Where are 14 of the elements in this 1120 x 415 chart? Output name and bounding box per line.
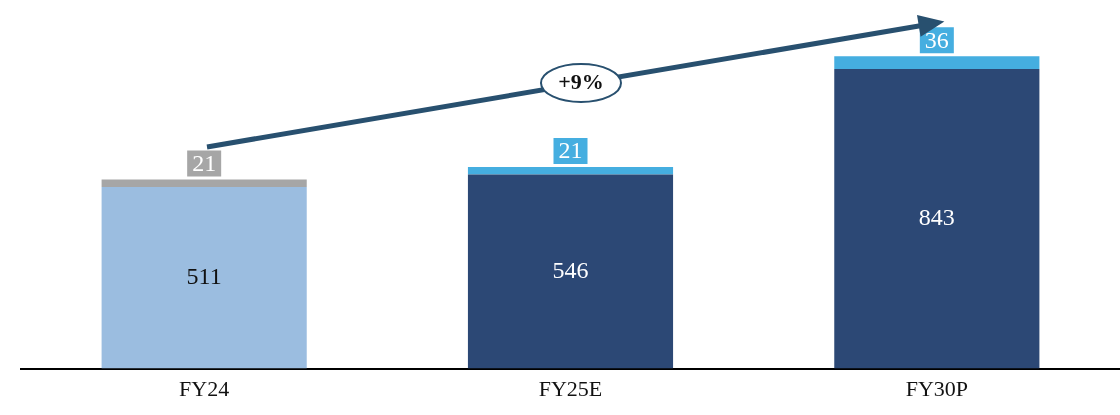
data-label: 546 bbox=[552, 256, 589, 283]
bar bbox=[834, 69, 1040, 369]
bar bbox=[467, 167, 674, 175]
bar bbox=[467, 174, 674, 369]
data-label: 511 bbox=[186, 263, 222, 290]
x-tick-label: FY25E bbox=[538, 375, 603, 401]
bar bbox=[101, 187, 307, 369]
data-label: 843 bbox=[918, 204, 955, 231]
data-label: 21 bbox=[558, 137, 583, 164]
x-tick-label: FY30P bbox=[905, 375, 969, 401]
x-tick-label: FY24 bbox=[179, 375, 230, 401]
annotation: +9% bbox=[558, 69, 604, 95]
data-label: 36 bbox=[924, 26, 949, 53]
data-label: 21 bbox=[192, 149, 217, 176]
